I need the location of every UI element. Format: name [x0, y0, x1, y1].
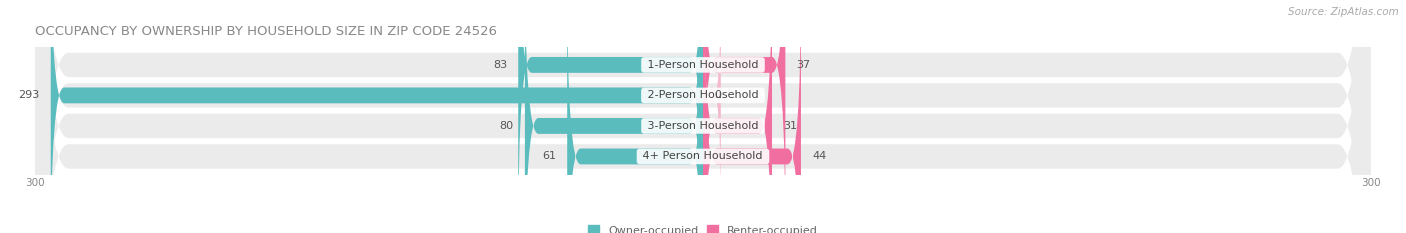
Text: 0: 0 — [714, 90, 721, 100]
Text: 3-Person Household: 3-Person Household — [644, 121, 762, 131]
FancyBboxPatch shape — [35, 0, 1371, 233]
Text: 31: 31 — [783, 121, 797, 131]
Text: 83: 83 — [494, 60, 508, 70]
FancyBboxPatch shape — [567, 0, 703, 233]
Text: 37: 37 — [796, 60, 811, 70]
Text: 4+ Person Household: 4+ Person Household — [640, 151, 766, 161]
FancyBboxPatch shape — [35, 0, 1371, 233]
FancyBboxPatch shape — [524, 0, 703, 233]
FancyBboxPatch shape — [703, 0, 786, 233]
Text: 61: 61 — [543, 151, 555, 161]
Text: 293: 293 — [18, 90, 39, 100]
FancyBboxPatch shape — [519, 0, 703, 233]
Legend: Owner-occupied, Renter-occupied: Owner-occupied, Renter-occupied — [588, 225, 818, 233]
Text: 44: 44 — [813, 151, 827, 161]
FancyBboxPatch shape — [51, 0, 703, 233]
FancyBboxPatch shape — [703, 0, 721, 209]
FancyBboxPatch shape — [35, 0, 1371, 233]
Text: Source: ZipAtlas.com: Source: ZipAtlas.com — [1288, 7, 1399, 17]
FancyBboxPatch shape — [703, 0, 772, 233]
Text: 2-Person Household: 2-Person Household — [644, 90, 762, 100]
Text: 80: 80 — [499, 121, 513, 131]
FancyBboxPatch shape — [703, 0, 801, 233]
FancyBboxPatch shape — [35, 0, 1371, 233]
Text: 1-Person Household: 1-Person Household — [644, 60, 762, 70]
Text: OCCUPANCY BY OWNERSHIP BY HOUSEHOLD SIZE IN ZIP CODE 24526: OCCUPANCY BY OWNERSHIP BY HOUSEHOLD SIZE… — [35, 25, 498, 38]
